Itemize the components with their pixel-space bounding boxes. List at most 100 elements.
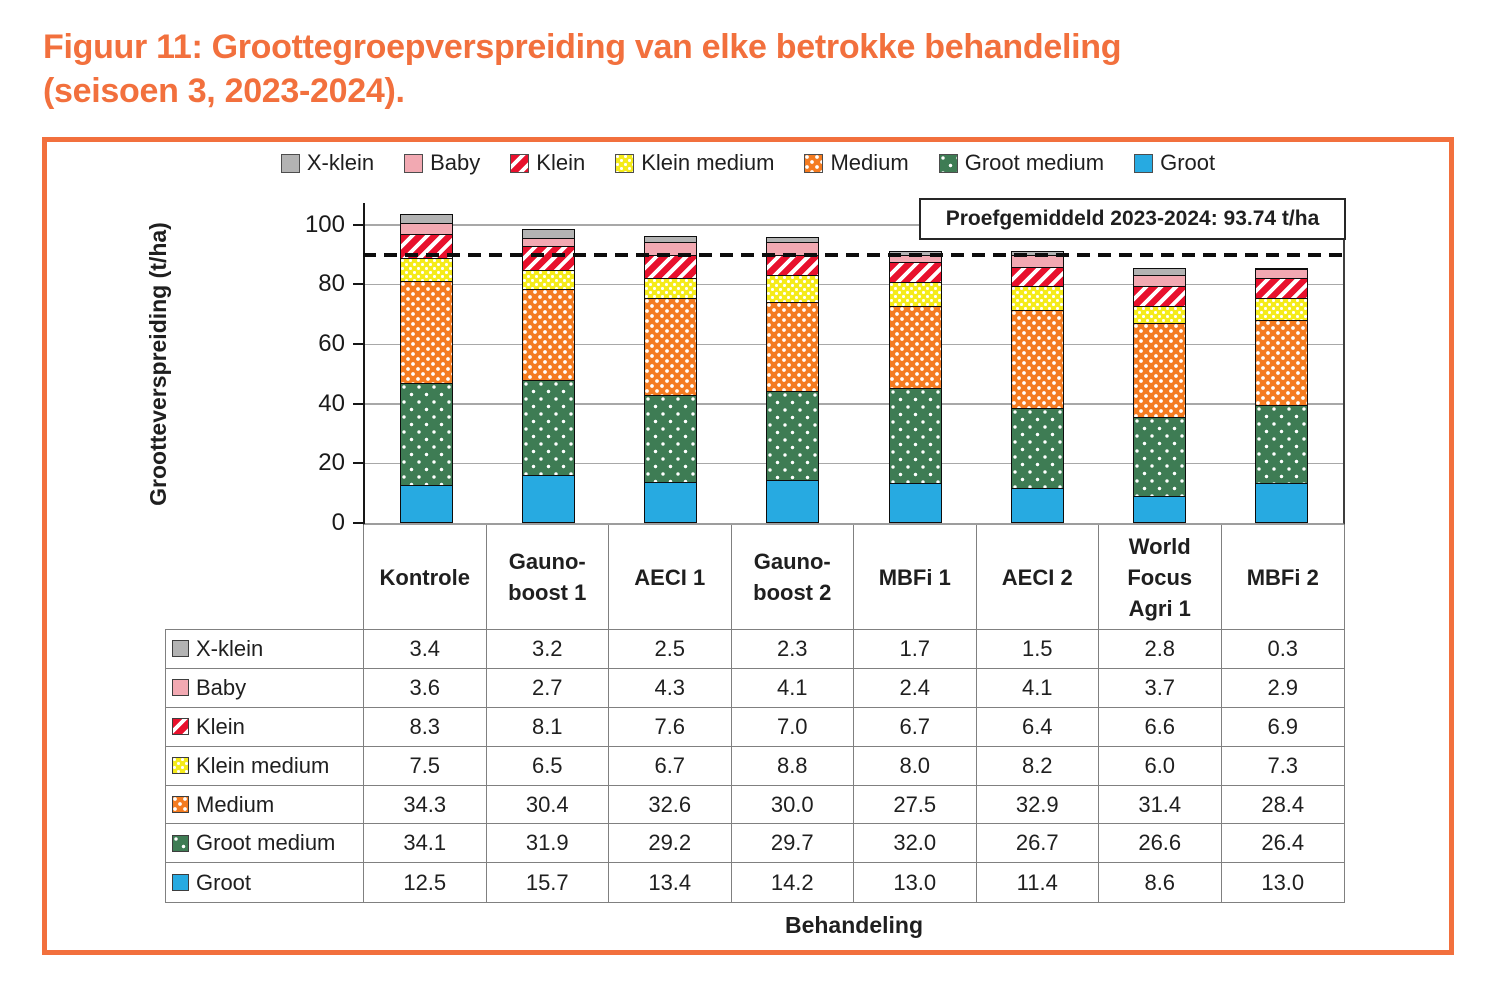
figure-title: Figuur 11: Groottegroepverspreiding van …: [43, 26, 1443, 113]
bar-segment-medium: [888, 306, 942, 389]
legend-label: Klein medium: [641, 150, 775, 175]
table-value-cell: 1.5: [976, 630, 1099, 669]
table-value-cell: 8.2: [976, 746, 1099, 786]
y-tick-label: 40: [318, 389, 345, 417]
table-swatch-icon: [172, 796, 189, 813]
y-tick-label: 60: [318, 330, 345, 358]
legend-item-klein: Klein: [510, 150, 585, 176]
table-value-cell: 13.4: [609, 863, 732, 903]
y-axis-tick: [353, 223, 365, 226]
table-value-cell: 0.3: [1221, 630, 1344, 669]
bar-segment-baby: [888, 255, 942, 264]
legend-item-x-klein: X-klein: [280, 150, 374, 176]
table-value-cell: 27.5: [854, 785, 977, 825]
table-value-cell: 13.0: [1261, 869, 1305, 895]
table-row-label-klein-medium: Klein medium: [166, 746, 364, 786]
y-axis-tick: [353, 283, 365, 286]
table-value-cell: 26.4: [1221, 824, 1344, 864]
bar-segment-x-klein: [1133, 267, 1187, 276]
bar-segment-baby: [399, 224, 453, 235]
stacked-bar-aeci-1: [644, 235, 698, 523]
table-swatch-icon: [172, 640, 189, 658]
bar-segment-groot: [1133, 497, 1187, 523]
table-value-cell: 32.0: [854, 824, 977, 864]
bar-segment-groot: [399, 485, 453, 523]
average-reference-line: [363, 252, 1345, 257]
table-value-cell: 8.0: [854, 746, 977, 786]
table-value-cell: 6.9: [1221, 708, 1344, 747]
table-value-cell: 4.1: [976, 668, 1099, 708]
legend-swatch-icon: [510, 153, 530, 173]
table-value-cell: 7.6: [609, 707, 732, 747]
chart-legend: X-klein Baby Klein Klein medium Medium Groot …: [47, 150, 1449, 176]
gridline: [365, 283, 1343, 286]
table-value-cell: 30.0: [731, 785, 854, 825]
y-tick-label: 100: [304, 210, 345, 238]
y-tick-label: 0: [331, 509, 345, 536]
table-value-cell: 3.7: [1099, 668, 1222, 708]
x-axis-title: Behandeling: [784, 912, 923, 938]
table-value-cell: 3.2: [486, 630, 609, 669]
bar-segment-groot-medium: [1133, 418, 1187, 498]
legend-label: Klein: [536, 150, 586, 175]
category-header-gauno-boost-1: Gauno- boost 1: [487, 525, 609, 629]
bar-segment-klein-medium: [521, 271, 575, 291]
bar-segment-x-klein: [399, 213, 453, 225]
legend-label: Baby: [430, 150, 481, 175]
bar-segment-groot: [888, 484, 942, 523]
bar-segment-medium: [1255, 320, 1309, 406]
table-value-cell: 8.6: [1099, 863, 1222, 903]
category-header-mbfi-1: MBFi 1: [854, 525, 977, 629]
bar-segment-klein: [521, 246, 575, 272]
table-value-cell: 2.3: [731, 630, 854, 669]
bar-segment-medium: [1133, 324, 1187, 419]
bar-segment-groot: [521, 476, 575, 523]
legend-label: Groot medium: [964, 150, 1105, 175]
bar-segment-groot: [644, 483, 698, 523]
table-value-cell: 7.3: [1221, 747, 1344, 786]
table-swatch-icon: [172, 679, 189, 697]
table-row-label-text: Klein: [196, 713, 245, 739]
stacked-bar-world-focus-agri-1: [1133, 267, 1187, 523]
table-value-cell: 26.6: [1099, 824, 1222, 864]
bar-segment-klein: [1133, 286, 1187, 307]
table-value-cell: 6.7: [609, 746, 732, 786]
table-row-label-baby: Baby: [166, 668, 364, 708]
table-value-cell: 13.0: [854, 863, 977, 903]
data-table: X-klein 3.4 3.2 2.5 2.3 1.7 1.5 2.8 0.3 Baby 3.6 2.…: [165, 629, 1345, 904]
table-value-cell: 11.4: [977, 863, 1099, 903]
table-value-cell: 4.3: [609, 668, 732, 708]
table-swatch-icon: [172, 834, 189, 852]
table-value-cell: 7.0: [731, 707, 854, 747]
legend-item-medium: Medium: [804, 150, 909, 176]
stacked-bar-mbfi-1: [888, 250, 942, 523]
bar-segment-groot: [766, 480, 820, 523]
stacked-bar-gauno-boost-2: [766, 236, 820, 523]
table-value-cell: 1.7: [854, 630, 977, 669]
bar-segment-klein-medium: [1255, 299, 1309, 321]
bar-segment-x-klein: [1255, 267, 1309, 270]
legend-swatch-icon: [804, 153, 824, 173]
table-row-label-text: Klein medium: [196, 752, 330, 778]
stacked-bar-aeci-2: [1010, 251, 1064, 523]
table-value-cell: 3.6: [364, 668, 487, 708]
table-row-label-groot: Groot: [166, 863, 364, 903]
legend-label: Groot: [1160, 150, 1216, 175]
table-value-cell: 32.6: [609, 785, 732, 825]
table-value-cell: 31.9: [486, 824, 609, 864]
bar-segment-klein-medium: [644, 278, 698, 299]
gridline: [365, 403, 1343, 405]
bar-segment-groot: [1255, 484, 1309, 523]
legend-swatch-icon: [280, 153, 300, 173]
table-value-cell: 8.3: [364, 707, 487, 747]
table-value-cell: 2.8: [1099, 630, 1222, 669]
bar-segment-groot-medium: [888, 388, 942, 485]
y-tick-label: 80: [318, 270, 345, 298]
category-header-row: Kontrole Gauno- boost 1 AECI 1 Gauno- boost…: [363, 525, 1345, 629]
bar-segment-baby: [1133, 275, 1187, 287]
bar-segment-baby: [521, 238, 575, 247]
bar-segment-medium: [766, 302, 820, 393]
category-header-kontrole: Kontrole: [364, 525, 487, 629]
legend-swatch-icon: [404, 153, 424, 173]
y-axis-tick: [353, 402, 365, 405]
